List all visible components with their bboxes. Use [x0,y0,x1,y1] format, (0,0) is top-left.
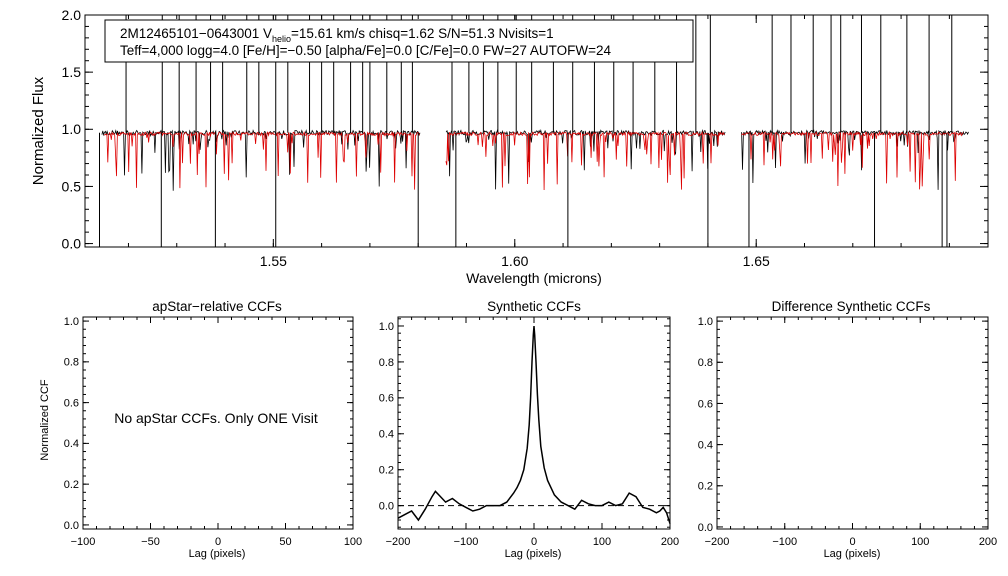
y-tick-label: 0.0 [62,235,82,251]
spectrum-x-axis-label: Wavelength (microns) [466,270,602,286]
no-apstar-ccfs-message: No apStar CCFs. Only ONE Visit [114,410,318,426]
x-tick-label: −100 [71,536,96,548]
synthetic-ccf-x-axis-label: Lag (pixels) [505,548,562,560]
y-tick-label: 0.8 [698,357,713,369]
y-tick-label: 2.0 [62,7,82,23]
apstar-ccf-x-axis-label: Lag (pixels) [189,548,246,560]
difference-ccf-plot-frame [716,316,989,530]
synthetic-ccf-lines [397,325,671,524]
apstar-ccf-ticks: −100 −50 0 50 100 0.0 0.2 0.4 0.6 0.8 1.0 [64,316,362,548]
y-tick-label: 0.4 [379,429,394,441]
synthetic-ccf-curve [397,325,671,524]
ccf-y-axis-label: Normalized CCF [39,379,51,461]
spectrum-info-line2: Teff=4,000 logg=4.0 [Fe/H]=−0.50 [alpha/… [120,43,612,58]
synthetic-model-line [104,130,964,191]
x-tick-label: 100 [344,536,362,548]
x-tick-label: −100 [454,536,479,548]
y-tick-label: 0.2 [379,465,394,477]
y-tick-label: 0.0 [698,522,713,534]
y-tick-label: 1.0 [698,316,713,328]
y-tick-label: 1.5 [62,64,82,80]
x-tick-label: 1.55 [260,253,287,269]
y-tick-label: 1.0 [64,316,79,328]
spectrum-y-axis-label: Normalized Flux [30,76,47,185]
difference-ccf-title: Difference Synthetic CCFs [772,299,931,314]
spectrum-ticks: 1.55 1.60 1.65 0.0 0.5 1.0 1.5 2.0 [62,7,988,269]
difference-ccf-x-axis-label: Lag (pixels) [824,548,881,560]
x-tick-label: 1.60 [501,253,528,269]
x-tick-label: 100 [593,536,611,548]
x-tick-label: 1.65 [743,253,770,269]
info-stats: =15.61 km/s chisq=1.62 S/N=51.3 Nvisits=… [291,26,554,41]
spectrum-info-box [104,19,694,63]
difference-ccf-ticks: −200 −100 0 100 200 0.0 0.2 0.4 0.6 0.8 1.0 [698,316,997,548]
apstar-ccf-panel: apStar−relative CCFs −100 −50 0 50 100 0.0 0.2… [39,299,362,560]
x-tick-label: 0 [531,536,537,548]
x-tick-label: 0 [849,536,855,548]
x-tick-label: −200 [386,536,411,548]
difference-ccf-panel: Difference Synthetic CCFs −200 −100 0 100 20… [698,299,997,560]
x-tick-label: 50 [279,536,291,548]
apstar-ccf-title: apStar−relative CCFs [152,299,282,314]
spectrum-panel: 1.55 1.60 1.65 0.0 0.5 1.0 1.5 2.0 2M12465101−0… [30,7,989,286]
x-tick-label: 200 [979,536,997,548]
y-tick-label: 0.5 [62,178,82,194]
y-tick-label: 0.6 [64,397,79,409]
synthetic-ccf-plot-frame [397,316,671,530]
y-tick-label: 0.6 [698,398,713,410]
synthetic-ccf-title: Synthetic CCFs [487,299,581,314]
x-tick-label: −100 [772,536,797,548]
y-tick-label: 0.4 [698,439,713,451]
x-tick-label: 200 [661,536,679,548]
x-tick-label: 0 [215,536,221,548]
synthetic-ccf-panel: Synthetic CCFs −200 −100 0 100 200 0.0 0.2 0.4 0… [379,299,679,560]
y-tick-label: 0.0 [379,500,394,512]
x-tick-label: −200 [705,536,730,548]
info-vhelio-subscript: helio [272,34,291,44]
y-tick-label: 0.2 [698,481,713,493]
spectrum-plot-frame [84,14,989,248]
y-tick-label: 0.6 [379,393,394,405]
x-tick-label: 100 [911,536,929,548]
y-tick-label: 0.8 [64,357,79,369]
y-tick-label: 0.4 [64,438,79,450]
synthetic-ccf-ticks: −200 −100 0 100 200 0.0 0.2 0.4 0.6 0.8 1.0 [379,317,679,548]
y-tick-label: 0.8 [379,357,394,369]
y-tick-label: 1.0 [62,121,82,137]
y-tick-label: 1.0 [379,321,394,333]
spectrum-info-line1: 2M12465101−0643001 Vhelio=15.61 km/s chi… [120,26,554,44]
info-star-id: 2M12465101−0643001 V [120,26,272,41]
y-tick-label: 0.0 [64,520,79,532]
y-tick-label: 0.2 [64,479,79,491]
x-tick-label: −50 [141,536,160,548]
